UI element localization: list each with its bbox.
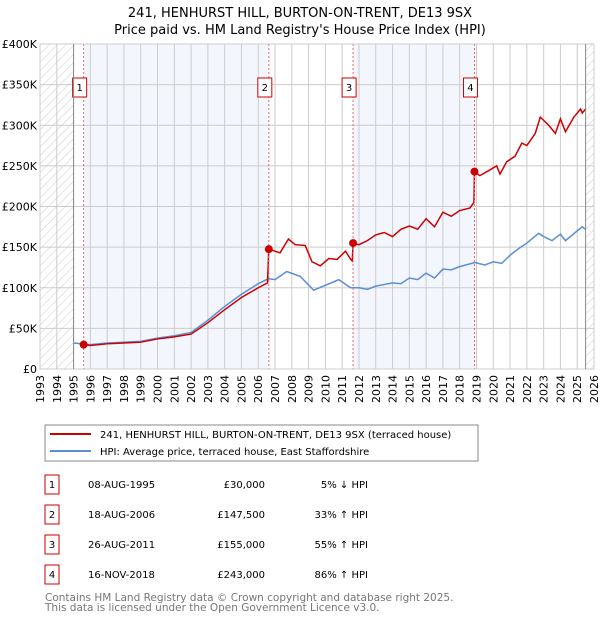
legend-label-hpi: HPI: Average price, terraced house, East… [100,447,369,458]
sale-hpi-comparison: 5% ↓ HPI [321,480,368,491]
x-tick-label: 2003 [202,375,215,403]
sale-price: £30,000 [224,480,265,491]
x-tick-label: 2007 [269,375,282,403]
x-tick-label: 2009 [303,375,316,403]
sale-row-number: 3 [49,540,55,551]
sale-label-number: 2 [262,83,268,94]
x-tick-label: 2025 [571,375,584,403]
sale-hpi-comparison: 55% ↑ HPI [315,540,368,551]
y-tick-label: £50K [9,322,38,335]
x-tick-label: 2018 [454,375,467,403]
x-tick-label: 1998 [118,375,131,403]
sale-row-number: 2 [49,510,55,521]
property-price-line [83,107,587,347]
hpi-line [73,225,587,346]
sale-price: £147,500 [217,510,265,521]
sale-point [470,167,479,176]
sale-point [349,239,358,248]
y-tick-label: £0 [23,363,37,376]
x-tick-label: 2008 [286,375,299,403]
x-tick-label: 2002 [185,375,198,403]
sale-row-number-box [44,504,60,525]
y-tick-label: £150K [2,241,38,254]
y-tick-label: £200K [2,201,38,214]
sale-row-number-box [44,564,60,585]
sale-hpi-comparison: 33% ↑ HPI [315,510,368,521]
x-tick-label: 1999 [135,375,148,403]
x-tick-label: 2014 [387,375,400,403]
x-tick-label: 2021 [504,375,517,403]
x-tick-label: 2024 [554,375,567,403]
sale-row-number: 1 [49,480,55,491]
x-tick-label: 2017 [437,375,450,403]
x-tick-label: 2013 [370,375,383,403]
chart-title: 241, HENHURST HILL, BURTON-ON-TRENT, DE1… [128,6,472,21]
x-tick-label: 2010 [319,375,332,403]
plot-frame [39,43,595,370]
x-tick-label: 2022 [521,375,534,403]
x-tick-label: 2004 [219,375,232,403]
x-tick-label: 1994 [51,375,64,403]
x-tick-label: 1996 [84,375,97,403]
y-tick-label: £400K [2,38,38,51]
x-tick-label: 2011 [336,375,349,403]
sale-row-number-box [44,474,60,495]
sale-label-box [257,77,273,98]
sale-label-box [72,77,88,98]
x-tick-label: 2020 [487,375,500,403]
footer-copyright: Contains HM Land Registry data © Crown c… [45,592,453,604]
x-tick-label: 2006 [252,375,265,403]
sale-label-number: 4 [467,83,473,94]
sale-point [264,245,273,254]
x-tick-label: 2001 [168,375,181,403]
sale-point [79,340,88,349]
x-tick-label: 2026 [588,375,600,403]
x-tick-label: 2000 [152,375,165,403]
sale-date: 16-NOV-2018 [88,570,155,581]
y-tick-label: £350K [2,79,38,92]
sale-date: 08-AUG-1995 [88,480,155,491]
sale-date: 18-AUG-2006 [88,510,155,521]
y-tick-label: £100K [2,282,38,295]
x-tick-label: 1995 [68,375,81,403]
sale-date: 26-AUG-2011 [88,540,155,551]
x-tick-label: 1997 [101,375,114,403]
x-tick-label: 2023 [538,375,551,403]
x-tick-label: 1993 [34,375,47,403]
y-tick-label: £300K [2,119,38,132]
y-tick-label: £250K [2,160,38,173]
x-tick-label: 2016 [420,375,433,403]
sale-price: £155,000 [217,540,265,551]
sale-row-number-box [44,534,60,555]
footer-licence: This data is licensed under the Open Gov… [44,602,380,614]
legend-box [44,424,479,462]
x-tick-label: 2005 [235,375,248,403]
x-tick-label: 2019 [470,375,483,403]
legend-label-property: 241, HENHURST HILL, BURTON-ON-TRENT, DE1… [100,430,451,441]
sale-row-number: 4 [49,570,55,581]
sale-hpi-comparison: 86% ↑ HPI [315,570,368,581]
sale-label-box [462,77,478,98]
chart-subtitle: Price paid vs. HM Land Registry's House … [114,23,486,38]
x-tick-label: 2012 [353,375,366,403]
x-tick-label: 2015 [403,375,416,403]
sale-price: £243,000 [217,570,265,581]
sale-label-number: 1 [76,83,82,94]
sale-label-number: 3 [346,83,352,94]
sale-label-box [341,77,357,98]
